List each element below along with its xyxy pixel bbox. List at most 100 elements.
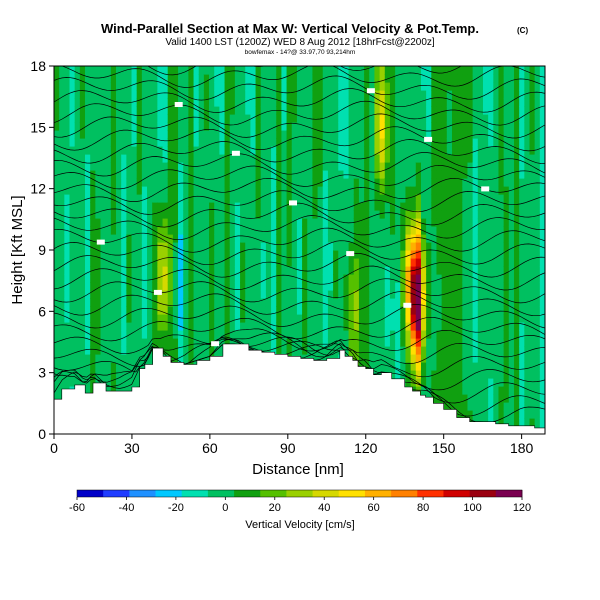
w-cell xyxy=(539,90,545,99)
w-cell xyxy=(110,306,117,315)
w-cell xyxy=(141,338,148,347)
w-cell xyxy=(245,146,251,155)
w-cell xyxy=(498,386,505,395)
w-cell xyxy=(307,114,314,123)
w-cell xyxy=(317,266,324,275)
w-cell xyxy=(79,66,86,75)
w-cell xyxy=(157,282,164,291)
w-cell xyxy=(400,338,407,347)
w-cell xyxy=(110,122,117,131)
w-cell xyxy=(436,226,443,235)
w-cell xyxy=(534,106,541,115)
w-cell xyxy=(178,330,184,339)
w-cell xyxy=(74,234,81,243)
isentrope-line xyxy=(54,338,545,404)
w-cell xyxy=(353,170,360,179)
w-cell xyxy=(369,306,376,315)
w-cell xyxy=(472,210,479,219)
w-cell xyxy=(358,314,365,323)
w-cell xyxy=(110,274,117,283)
w-cell xyxy=(333,274,339,283)
w-cell xyxy=(281,170,288,179)
w-cell xyxy=(395,146,401,155)
w-cell xyxy=(431,258,438,267)
w-cell xyxy=(229,66,236,75)
w-cell xyxy=(384,242,391,251)
w-cell xyxy=(110,338,117,347)
w-cell xyxy=(472,410,479,419)
w-cell xyxy=(265,178,272,187)
w-cell xyxy=(255,298,262,307)
w-cell xyxy=(467,210,474,219)
w-cell xyxy=(431,194,438,203)
w-cell xyxy=(291,282,298,291)
w-cell xyxy=(524,130,531,139)
w-cell xyxy=(183,322,189,331)
w-cell xyxy=(276,178,283,187)
w-cell xyxy=(234,314,241,323)
w-cell xyxy=(426,74,432,83)
w-cell xyxy=(364,178,370,187)
w-cell xyxy=(426,258,432,267)
w-cell xyxy=(286,306,293,315)
w-cell xyxy=(539,146,545,155)
w-cell xyxy=(395,178,401,187)
w-cell xyxy=(488,210,494,219)
w-cell xyxy=(477,194,484,203)
w-cell xyxy=(79,90,86,99)
w-cell xyxy=(369,258,376,267)
w-cell xyxy=(348,66,355,75)
w-cell xyxy=(131,154,138,163)
w-cell xyxy=(95,242,102,251)
w-cell xyxy=(69,274,76,283)
w-cell xyxy=(462,106,469,115)
w-cell xyxy=(410,338,417,347)
w-cell xyxy=(126,370,133,379)
w-cell xyxy=(462,114,469,123)
w-cell xyxy=(265,114,272,123)
w-cell xyxy=(477,234,484,243)
w-cell xyxy=(389,274,396,283)
w-cell xyxy=(265,90,272,99)
w-cell xyxy=(457,114,463,123)
w-cell xyxy=(441,370,448,379)
w-cell xyxy=(281,274,288,283)
w-cell xyxy=(121,306,127,315)
w-cell xyxy=(172,114,179,123)
w-cell xyxy=(358,322,365,331)
w-cell xyxy=(395,74,401,83)
w-cell xyxy=(389,298,396,307)
w-cell xyxy=(64,138,71,147)
w-cell xyxy=(524,410,531,419)
w-cell xyxy=(209,234,215,243)
w-cell xyxy=(126,322,133,331)
w-cell xyxy=(250,290,257,299)
w-cell xyxy=(59,218,65,227)
w-cell xyxy=(524,330,531,339)
w-cell xyxy=(198,290,205,299)
w-cell xyxy=(353,122,360,131)
w-cell xyxy=(95,290,102,299)
w-cell xyxy=(369,290,376,299)
w-cell xyxy=(312,298,319,307)
w-cell xyxy=(477,338,484,347)
w-cell xyxy=(374,162,381,171)
w-cell xyxy=(317,210,324,219)
w-cell xyxy=(178,130,184,139)
w-cell xyxy=(333,154,339,163)
w-cell xyxy=(317,186,324,195)
w-cell xyxy=(379,274,386,283)
w-cell xyxy=(405,362,412,371)
w-cell xyxy=(426,106,432,115)
w-cell xyxy=(379,322,386,331)
w-cell xyxy=(477,226,484,235)
w-cell xyxy=(493,210,500,219)
w-cell xyxy=(255,146,262,155)
w-cell xyxy=(519,346,525,355)
w-cell xyxy=(519,154,525,163)
w-cell xyxy=(198,74,205,83)
w-cell xyxy=(240,226,246,235)
w-cell xyxy=(436,298,443,307)
w-cell xyxy=(519,306,525,315)
w-cell xyxy=(100,370,107,379)
